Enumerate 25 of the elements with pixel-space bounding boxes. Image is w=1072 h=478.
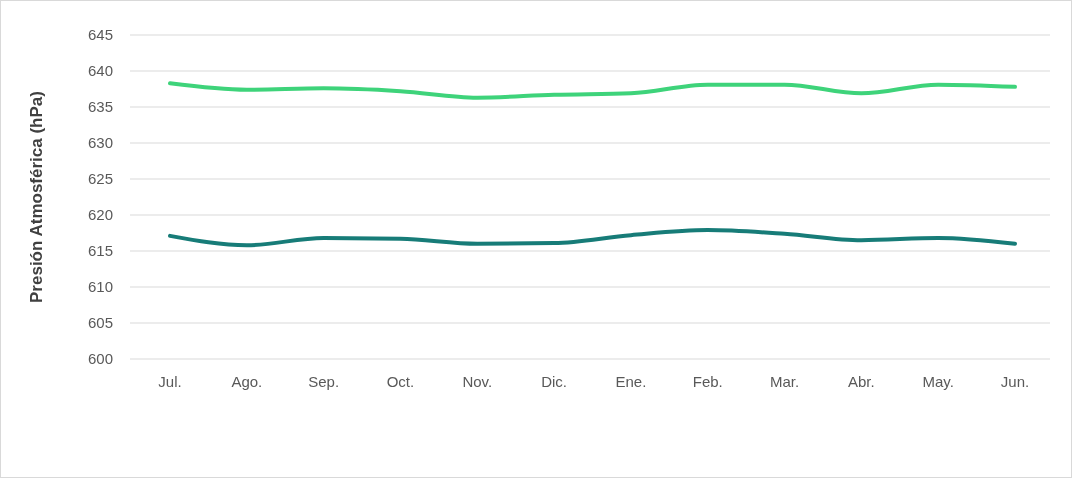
x-tick-label: Mar. (769, 373, 800, 390)
y-axis-title: Presión Atmosférica (hPa) (27, 91, 46, 303)
y-tick-label: 600 (87, 350, 113, 368)
y-tick-label: 610 (87, 278, 113, 296)
x-tick-label: Ago. (231, 373, 263, 390)
y-tick-label: 615 (87, 242, 113, 260)
x-tick-label: Sep. (308, 373, 340, 390)
y-tick-label: 605 (87, 314, 113, 332)
y-tick-label: 630 (87, 134, 113, 152)
x-tick-label: Feb. (692, 373, 723, 390)
y-tick-label: 645 (87, 26, 113, 44)
line-series (168, 81, 1017, 100)
x-tick-label: Jul. (158, 373, 182, 390)
x-tick-label: Nov. (462, 373, 493, 390)
y-tick-label: 625 (87, 170, 113, 188)
y-tick-label: 635 (87, 98, 113, 116)
x-tick-label: Jun. (1000, 373, 1030, 390)
line-series (168, 228, 1017, 248)
x-tick-label: May. (922, 373, 954, 390)
x-tick-label: Abr. (848, 373, 875, 390)
x-tick-label: Ene. (615, 373, 647, 390)
x-tick-label: Oct. (386, 373, 415, 390)
x-tick-label: Dic. (541, 373, 568, 390)
y-tick-label: 640 (87, 62, 113, 80)
y-tick-label: 620 (87, 206, 113, 224)
